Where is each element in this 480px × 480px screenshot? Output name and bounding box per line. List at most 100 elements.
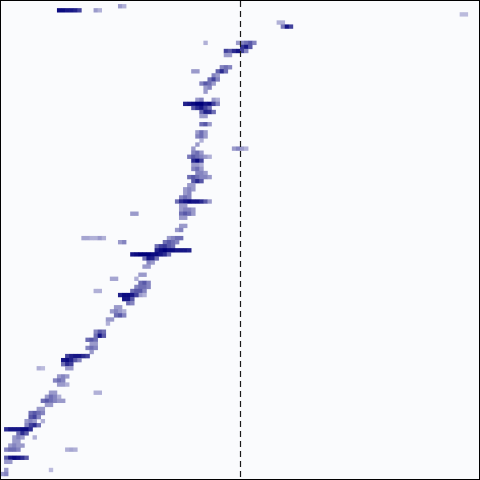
heatmap-cell [12,427,17,432]
heatmap-cell [24,455,29,460]
heatmap-cell [142,252,147,257]
heatmap-cell [138,252,143,257]
heatmap-cell [85,235,90,241]
heatmap-cell [138,280,143,286]
heatmap-cell [93,333,98,338]
heatmap-cell [207,101,212,107]
heatmap-cell [101,333,107,338]
heatmap-cell [28,410,33,416]
heatmap-cell [195,158,200,164]
heatmap-cell [8,443,13,448]
heatmap-cell [16,439,21,444]
heatmap-cell [195,170,200,176]
heatmap-cell [40,406,46,412]
heatmap-cell [65,374,70,379]
heatmap-cell [36,406,41,412]
heatmap-cell [183,223,188,229]
heatmap-cell [36,423,41,428]
heatmap-cell [199,105,204,111]
heatmap-cell [227,48,233,54]
heatmap-cell [52,390,58,395]
heatmap-cell [162,248,168,253]
heatmap-cell [40,418,46,424]
heatmap-cell [203,134,208,139]
heatmap-cell [199,122,204,127]
heatmap-cell [117,309,123,314]
heatmap-cell [191,101,196,107]
heatmap-cell [93,288,98,294]
heatmap-cell [178,223,184,229]
heatmap-cell [244,48,249,54]
heatmap-cell [146,260,151,265]
heatmap-cell [138,272,143,277]
heatmap-cell [187,191,192,196]
heatmap-cell [40,410,46,416]
heatmap-cell [134,284,139,290]
heatmap-cell [223,48,229,54]
heatmap-cell [12,455,17,460]
heatmap-cell [191,158,196,164]
heatmap-cell [109,309,115,314]
heatmap-cell [203,101,208,107]
heatmap-cell [178,207,184,212]
heatmap-cell [252,40,257,46]
heatmap-cell [150,256,155,261]
heatmap-cell [199,158,204,164]
heatmap-cell [142,284,147,290]
heatmap-cell [142,288,147,294]
heatmap-cell [187,199,192,204]
heatmap-cell [207,85,212,90]
heatmap-cell [97,8,102,13]
heatmap-cell [178,203,184,208]
heatmap-cell [101,235,107,241]
heatmap-cell [166,252,172,257]
heatmap-cell [170,248,176,253]
heatmap-cell [154,248,159,253]
heatmap-cell [231,146,237,151]
heatmap-cell [40,366,46,371]
heatmap-cell [56,382,62,387]
heatmap-cell [191,166,196,172]
heatmap-cell [183,187,188,192]
heatmap-cell [240,40,245,46]
heatmap-cell [61,398,66,404]
heatmap-cell [223,69,229,74]
heatmap-cell [174,248,180,253]
heatmap-cell [109,317,115,322]
heatmap-cell [56,8,62,13]
heatmap-cell [16,435,21,440]
heatmap-cell [61,8,66,13]
heatmap-cell [183,199,188,204]
heatmap-cell [463,12,469,17]
heatmap-cell [48,402,54,408]
heatmap-cell [122,296,127,302]
heatmap-cell [61,362,66,367]
heatmap-cell [248,44,253,50]
heatmap-cell [44,398,50,404]
heatmap-cell [244,40,249,46]
heatmap-cell [4,427,9,432]
heatmap-cell [215,73,220,78]
heatmap-cell [187,174,192,180]
heatmap-cell [207,199,212,204]
heatmap-cell [36,366,41,371]
heatmap-cell [73,8,78,13]
heatmap-cell [69,362,74,367]
heatmap-cell [113,276,119,281]
heatmap-cell [20,443,25,448]
heatmap-cell [178,215,184,220]
heatmap-cell [32,423,37,428]
heatmap-cell [187,248,192,253]
heatmap-cells [0,4,469,477]
heatmap-cell [12,435,17,440]
heatmap-cell [101,329,107,334]
heatmap-cell [248,40,253,46]
heatmap-cell [183,191,188,196]
heatmap-cell [207,154,212,159]
heatmap-cell [73,357,78,363]
heatmap-cell [154,256,159,261]
heatmap-cell [203,199,208,204]
heatmap-cell [203,154,208,159]
heatmap-cell [199,130,204,135]
